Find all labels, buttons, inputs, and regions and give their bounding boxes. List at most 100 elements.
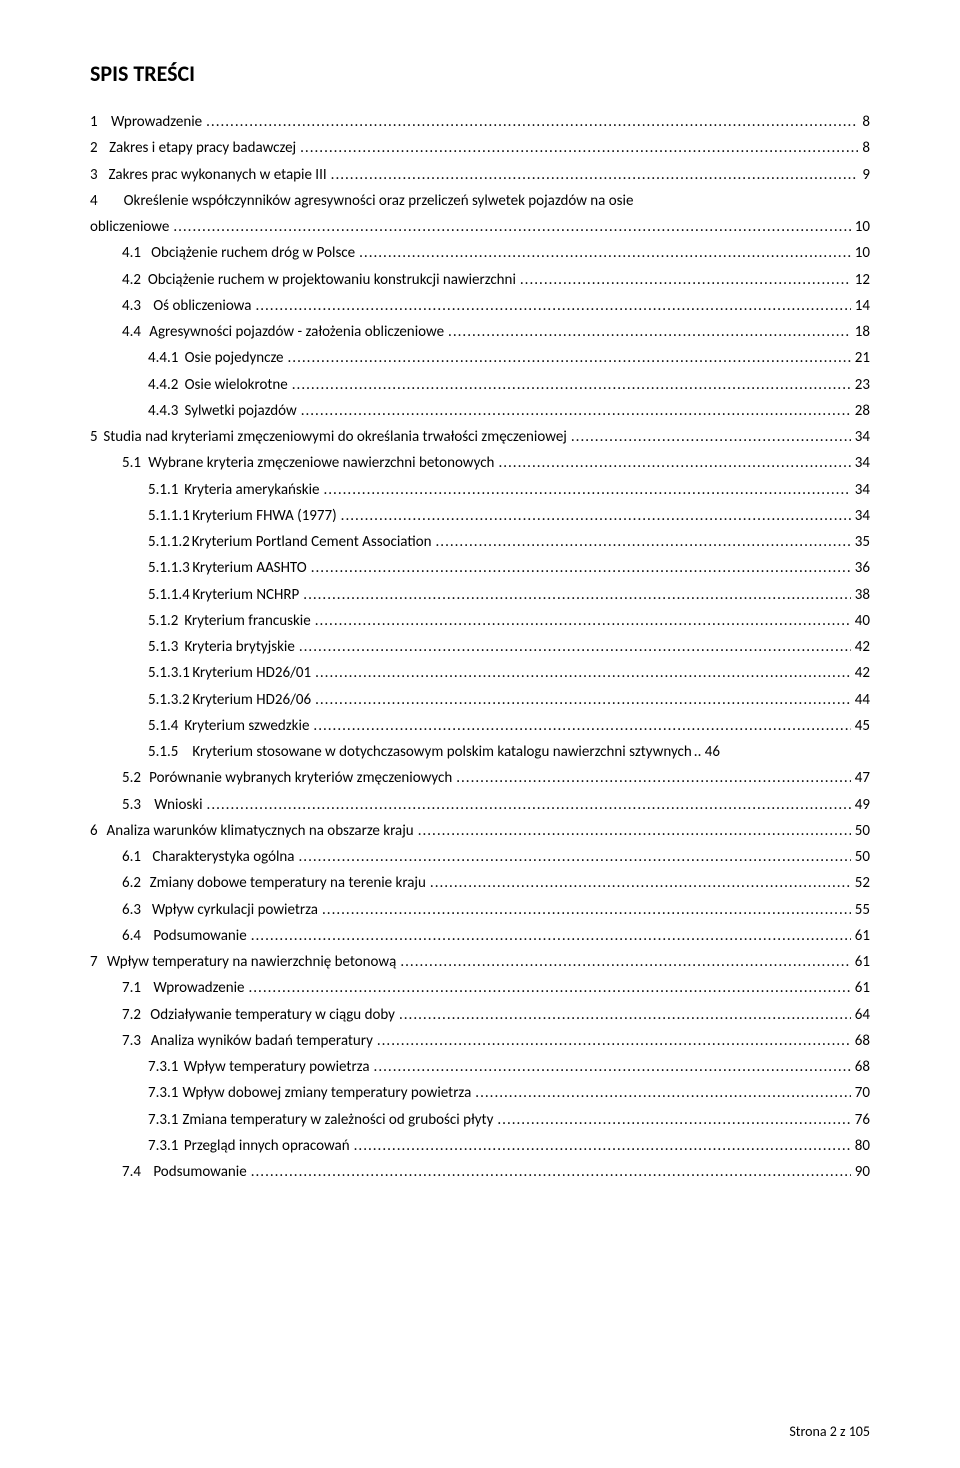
toc-leader — [292, 372, 851, 398]
toc-number: 5.2 — [122, 765, 141, 791]
toc-row: 5.1.1.1Kryterium FHWA (1977) 34 — [90, 503, 870, 529]
toc-number: 5 — [90, 424, 98, 450]
toc-leader — [374, 1054, 851, 1080]
toc-leader — [173, 214, 850, 240]
toc-number: 4.4.2 — [148, 372, 178, 398]
toc-row: 7.3.1Wpływ temperatury powietrza 68 — [90, 1054, 870, 1080]
toc-leader — [436, 529, 851, 555]
toc-page: 61 — [855, 923, 870, 949]
toc-label: Zakres i etapy pracy badawczej — [109, 135, 296, 161]
toc-label: obliczeniowe — [90, 214, 169, 240]
toc-page: 50 — [855, 818, 870, 844]
toc-page: 61 — [855, 975, 870, 1001]
toc-page: 70 — [855, 1080, 870, 1106]
toc-page: 47 — [855, 765, 870, 791]
toc-number: 5.1.1.2 — [148, 529, 190, 555]
toc-number: 3 — [90, 162, 98, 188]
toc-page: 18 — [855, 319, 870, 345]
toc-number: 7.1 — [122, 975, 141, 1001]
toc-number: 4.4.3 — [148, 398, 178, 424]
toc-row: 4.4 Agresywności pojazdów - założenia obl… — [90, 319, 870, 345]
toc-number: 7.3.1 — [148, 1107, 178, 1133]
toc-label: Osie wielokrotne — [185, 372, 288, 398]
toc-leader — [299, 844, 851, 870]
toc-label: Zmiana temperatury w zależności od grubo… — [182, 1107, 493, 1133]
toc-row: 6Analiza warunków klimatycznych na obsza… — [90, 818, 870, 844]
toc-label: Zmiany dobowe temperatury na terenie kra… — [150, 870, 426, 896]
toc-row: 7.3.1Przegląd innych opracowań 80 — [90, 1133, 870, 1159]
toc-page: 55 — [855, 897, 870, 923]
toc-page: 34 — [855, 424, 870, 450]
toc-row: 7Wpływ temperatury na nawierzchnię beton… — [90, 949, 870, 975]
toc-page: 21 — [855, 345, 870, 371]
toc-row: 7.2Odziaływanie temperatury w ciągu doby… — [90, 1002, 870, 1028]
toc-page: 68 — [855, 1028, 870, 1054]
toc-leader — [430, 870, 851, 896]
toc-page: .. 46 — [694, 739, 720, 765]
toc-row: 4.4.2Osie wielokrotne 23 — [90, 372, 870, 398]
toc-number: 7.3.1 — [148, 1054, 178, 1080]
toc-page: 42 — [855, 634, 870, 660]
toc-row: 5.1.1.2Kryterium Portland Cement Associa… — [90, 529, 870, 555]
toc-number: 1 — [90, 109, 98, 135]
toc-row: 5.1Wybrane kryteria zmęczeniowe nawierzc… — [90, 450, 870, 476]
toc-label: Agresywności pojazdów - założenia oblicz… — [149, 319, 444, 345]
toc-label: Kryterium Portland Cement Association — [192, 529, 432, 555]
toc-row: 7.1Wprowadzenie 61 — [90, 975, 870, 1001]
toc-leader — [313, 713, 850, 739]
toc-number: 2 — [90, 135, 98, 161]
toc-page: 36 — [855, 555, 870, 581]
toc-page: 34 — [855, 450, 870, 476]
toc-leader — [303, 582, 851, 608]
toc-row: 4.2Obciążenie ruchem w projektowaniu kon… — [90, 267, 870, 293]
toc-leader — [418, 818, 851, 844]
toc-label: Studia nad kryteriami zmęczeniowymi do o… — [103, 424, 567, 450]
toc-leader — [322, 897, 851, 923]
toc-row: 1 Wprowadzenie 8 — [90, 109, 870, 135]
toc-page: 76 — [855, 1107, 870, 1133]
toc-label: Oś obliczeniowa — [153, 293, 251, 319]
toc-page: 64 — [855, 1002, 870, 1028]
toc-number: 4.4 — [122, 319, 141, 345]
toc-leader — [331, 162, 859, 188]
toc-page: 12 — [855, 267, 870, 293]
toc-label: Kryterium stosowane w dotychczasowym pol… — [192, 739, 691, 765]
toc-row: 5.1.1Kryteria amerykańskie 34 — [90, 477, 870, 503]
toc-label: Podsumowanie — [153, 923, 246, 949]
toc-label: Charakterystyka ogólna — [152, 844, 294, 870]
toc-number: 6.4 — [122, 923, 141, 949]
toc-row: 5.1.3.2Kryterium HD26/06 44 — [90, 687, 870, 713]
toc-label: Kryterium AASHTO — [192, 555, 306, 581]
toc-label: Wprowadzenie — [111, 109, 202, 135]
toc-number: 4.3 — [122, 293, 141, 319]
toc-label: Odziaływanie temperatury w ciągu doby — [150, 1002, 395, 1028]
toc-row: 4.4.1Osie pojedyncze 21 — [90, 345, 870, 371]
toc-label: Kryterium HD26/01 — [192, 660, 311, 686]
toc-leader — [207, 792, 851, 818]
toc-leader — [359, 240, 851, 266]
toc-number: 5.1.3.1 — [148, 660, 190, 686]
toc-label: Obciążenie ruchem dróg w Polsce — [151, 240, 355, 266]
page-footer: Strona 2 z 105 — [789, 1423, 870, 1440]
toc-page: 40 — [855, 608, 870, 634]
toc-leader — [520, 267, 851, 293]
toc-number: 6 — [90, 818, 98, 844]
toc-row: 7.3Analiza wyników badań temperatury 68 — [90, 1028, 870, 1054]
toc-label: Porównanie wybranych kryteriów zmęczenio… — [149, 765, 452, 791]
toc-page: 52 — [855, 870, 870, 896]
toc-leader — [206, 109, 858, 135]
toc-row: obliczeniowe10 — [90, 214, 870, 240]
toc-number: 5.1 — [122, 450, 141, 476]
toc-label: Kryterium francuskie — [184, 608, 310, 634]
toc-page: 44 — [855, 687, 870, 713]
toc-page: 35 — [855, 529, 870, 555]
toc-page: 34 — [855, 477, 870, 503]
toc-leader — [377, 1028, 851, 1054]
toc-row: 4.3Oś obliczeniowa 14 — [90, 293, 870, 319]
toc-number: 5.1.4 — [148, 713, 178, 739]
toc-page: 80 — [855, 1133, 870, 1159]
toc-row: 5.1.2Kryterium francuskie 40 — [90, 608, 870, 634]
toc-label: Obciążenie ruchem w projektowaniu konstr… — [148, 267, 516, 293]
toc-leader — [323, 477, 850, 503]
toc-page: 8 — [862, 109, 870, 135]
